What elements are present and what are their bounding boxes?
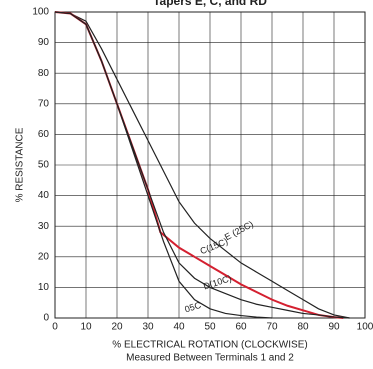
y-tick-label: 90: [38, 37, 50, 48]
x-tick-label: 40: [173, 322, 185, 333]
y-tick-label: 70: [38, 98, 50, 109]
x-axis-label: % ELECTRICAL ROTATION (CLOCKWISE): [112, 340, 307, 351]
x-tick-label: 50: [204, 322, 216, 333]
x-tick-label: 10: [80, 322, 92, 333]
x-tick-label: 20: [111, 322, 123, 333]
y-tick-label: 30: [38, 221, 50, 232]
x-tick-label: 0: [52, 322, 58, 333]
chart-title: Tapers E, C, and RD: [153, 0, 267, 8]
y-axis-label: % RESISTANCE: [15, 127, 26, 202]
y-tick-label: 20: [38, 251, 50, 262]
y-tick-label: 80: [38, 68, 50, 79]
x-tick-label: 30: [142, 322, 154, 333]
y-tick-label: 60: [38, 129, 50, 140]
subtitle: Measured Between Terminals 1 and 2: [126, 353, 294, 364]
x-tick-label: 60: [235, 322, 247, 333]
y-tick-label: 50: [38, 160, 50, 171]
y-tick-label: 10: [38, 282, 50, 293]
x-tick-label: 70: [266, 322, 278, 333]
x-tick-label: 90: [328, 322, 340, 333]
y-tick-label: 0: [43, 313, 49, 324]
x-tick-label: 100: [357, 322, 373, 333]
series-label: C(15C): [199, 236, 230, 256]
series-label: 05C: [183, 300, 202, 315]
y-tick-label: 100: [32, 7, 49, 18]
y-tick-label: 40: [38, 190, 50, 201]
plot-frame: [54, 11, 366, 319]
line: [54, 11, 350, 319]
series-label: E (25C): [223, 219, 255, 242]
line: [54, 11, 273, 319]
x-tick-label: 80: [297, 322, 309, 333]
series-label: D(10C): [202, 273, 233, 291]
